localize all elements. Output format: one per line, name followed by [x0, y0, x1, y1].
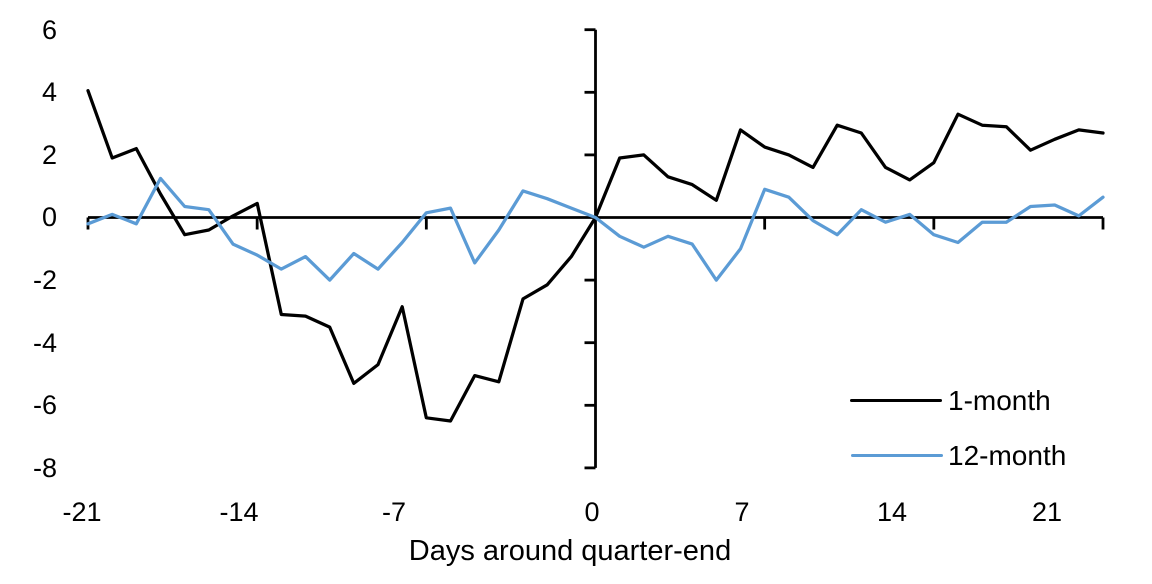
y-tick-label: 0	[41, 202, 57, 232]
legend-line-12-month	[851, 454, 943, 458]
y-tick-label: 2	[41, 140, 57, 170]
y-tick-label: -2	[32, 265, 57, 295]
legend-label-12-month: 12-month	[948, 440, 1067, 471]
y-tick-label: 4	[41, 77, 57, 107]
x-tick-label: 21	[1031, 497, 1063, 527]
legend-line-1-month	[850, 399, 942, 403]
x-tick-label: -14	[219, 497, 259, 527]
y-tick-label: -6	[32, 390, 57, 420]
x-tick-label: -21	[62, 497, 102, 527]
x-tick-label: 0	[584, 497, 600, 527]
series-line-12-month	[86, 176, 1105, 282]
x-tick-label: -7	[381, 497, 406, 527]
x-axis-title: Days around quarter-end	[408, 535, 732, 567]
x-tick-label: 7	[734, 497, 750, 527]
y-tick-label: -4	[32, 328, 57, 358]
y-tick-label: 6	[41, 15, 57, 45]
x-tick-label: 14	[876, 497, 908, 527]
y-tick-label: -8	[32, 453, 57, 483]
legend-label-1-month: 1-month	[948, 385, 1051, 416]
